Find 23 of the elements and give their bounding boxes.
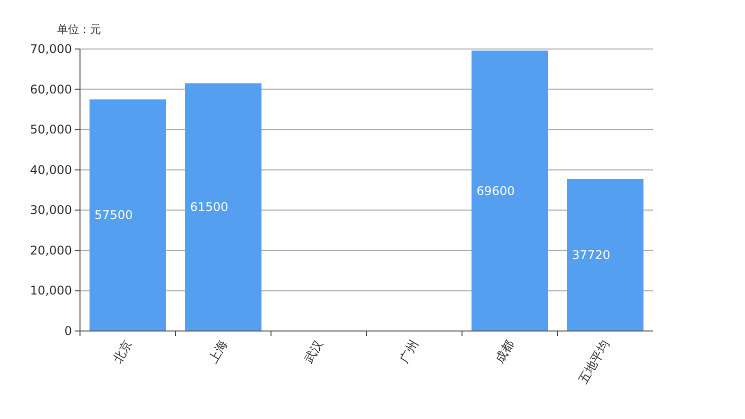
data-label: 57500 [94, 208, 133, 222]
y-tick-label: 60,000 [30, 82, 72, 96]
bar [472, 50, 548, 331]
y-tick-label: 50,000 [30, 122, 72, 137]
y-tick-label: 10,000 [30, 284, 72, 298]
bar [567, 179, 644, 331]
x-tick-label: 北京 [110, 338, 134, 366]
y-axis-title: 单位：元 [57, 23, 101, 36]
x-tick-label: 上海 [206, 338, 230, 366]
x-tick-label: 广州 [396, 338, 421, 366]
bar [90, 99, 166, 331]
x-tick-label: 成都 [492, 338, 516, 366]
data-label: 61500 [190, 200, 228, 214]
y-tick-label: 40,000 [30, 162, 72, 177]
bar [185, 83, 262, 331]
y-tick-label: 30,000 [30, 203, 72, 218]
y-tick-label: 70,000 [30, 42, 72, 56]
data-label: 37720 [572, 248, 610, 262]
x-tick-label: 武汉 [301, 338, 326, 366]
x-tick-label: 五地平均 [576, 338, 612, 386]
y-tick-label: 0 [64, 324, 72, 338]
data-label: 69600 [476, 184, 515, 198]
y-tick-label: 20,000 [30, 243, 72, 258]
